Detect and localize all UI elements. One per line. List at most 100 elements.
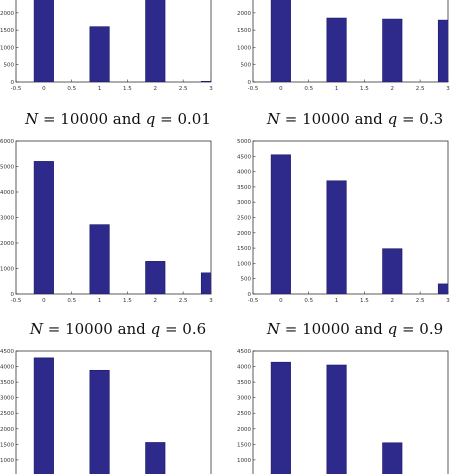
- y-tick-label: 1500: [0, 28, 14, 34]
- chart-panel-5: 1000 1500 2000 2500 3000 3500 4000 4500: [0, 349, 212, 474]
- x-tick-label: 0.5: [304, 86, 313, 92]
- y-tick-label: 4500: [237, 349, 251, 355]
- y-tick-label: 4000: [237, 170, 251, 176]
- chart-panels: 05001000150020002500-0.500.511.522.53050…: [0, 0, 450, 474]
- y-tick-label: 0: [248, 80, 252, 86]
- chart-panel-4: 0 500 1000 1500 2000 2500 3000 3500 4000 4500 5000…: [237, 139, 450, 304]
- bar-group: [33, 161, 211, 294]
- x-tick-label: 2.5: [179, 86, 188, 92]
- x-tick-label: 2: [391, 86, 395, 92]
- y-tick-label: 2000: [237, 231, 251, 237]
- y-tick-label: 3500: [237, 185, 251, 191]
- bar-group: [33, 0, 211, 82]
- x-tick-label: 0: [42, 86, 46, 92]
- y-tick-label: 1000: [0, 267, 14, 273]
- bar-2: [145, 261, 166, 294]
- bar-0: [270, 0, 291, 82]
- bar-3: [200, 81, 211, 82]
- bar-0: [270, 361, 291, 474]
- caption-q-0.01: N = 10000 and q = 0.01: [24, 110, 211, 128]
- x-tick-label: 3: [209, 298, 213, 304]
- x-tick-label: 2.5: [416, 298, 425, 304]
- bar-group: [270, 361, 403, 474]
- bar-group: [270, 0, 448, 82]
- x-tick-label: 1: [335, 86, 339, 92]
- x-tick-label: 0.5: [304, 298, 313, 304]
- x-tick-label: -0.5: [11, 86, 22, 92]
- x-tick-label: -0.5: [248, 86, 259, 92]
- y-tick-label: 4500: [0, 349, 14, 355]
- x-tick-label: 1.5: [123, 86, 132, 92]
- y-tick-label: 2500: [0, 411, 14, 417]
- y-tick-label: 4000: [237, 365, 251, 371]
- y-tick-label: 1000: [237, 261, 251, 267]
- x-tick-label: 1: [98, 298, 102, 304]
- y-tick-label: 2000: [0, 427, 14, 433]
- caption-q-0.9: N = 10000 and q = 0.9: [266, 320, 443, 338]
- y-tick-label: 1000: [0, 458, 14, 464]
- bar-2: [382, 18, 403, 82]
- bar-2: [382, 248, 403, 294]
- y-tick-label: 3500: [0, 380, 14, 386]
- bar-0: [270, 154, 291, 294]
- y-tick-label: 1000: [0, 45, 14, 51]
- caption-q-0.6: N = 10000 and q = 0.6: [29, 320, 206, 338]
- bar-1: [326, 180, 347, 294]
- caption-q-0.3: N = 10000 and q = 0.3: [266, 110, 443, 128]
- bar-0: [33, 161, 54, 294]
- y-tick-label: 1500: [0, 442, 14, 448]
- bar-3: [437, 283, 448, 294]
- x-tick-label: 1: [98, 86, 102, 92]
- x-tick-label: 2: [391, 298, 395, 304]
- bar-0: [33, 0, 54, 82]
- y-tick-label: 4000: [0, 190, 14, 196]
- x-tick-label: 3: [209, 86, 213, 92]
- y-tick-label: 2000: [237, 427, 251, 433]
- bar-2: [145, 442, 166, 474]
- bar-group: [33, 357, 166, 474]
- bar-1: [89, 369, 110, 474]
- y-tick-label: 2000: [0, 241, 14, 247]
- x-tick-label: 3: [446, 86, 450, 92]
- y-tick-label: 4500: [237, 154, 251, 160]
- x-tick-label: 1: [335, 298, 339, 304]
- y-tick-label: 1500: [237, 28, 251, 34]
- bar-2: [382, 442, 403, 474]
- x-tick-label: -0.5: [248, 298, 259, 304]
- y-tick-label: 500: [241, 63, 252, 69]
- x-tick-label: 2: [154, 86, 158, 92]
- bar-1: [89, 224, 110, 294]
- y-tick-label: 5000: [237, 139, 251, 145]
- x-tick-label: 0.5: [67, 86, 76, 92]
- x-tick-label: 0: [42, 298, 46, 304]
- y-tick-label: 500: [241, 277, 252, 283]
- bar-group: [270, 154, 448, 294]
- x-tick-label: 0: [279, 298, 283, 304]
- y-tick-label: 500: [4, 63, 15, 69]
- x-tick-label: 1.5: [123, 298, 132, 304]
- x-tick-label: 1.5: [360, 86, 369, 92]
- y-tick-label: 4000: [0, 365, 14, 371]
- y-tick-label: 3000: [237, 396, 251, 402]
- y-tick-label: 1000: [237, 458, 251, 464]
- chart-panel-6: 1000 1500 2000 2500 3000 3500 4000 4500: [237, 349, 449, 474]
- bar-1: [326, 364, 347, 474]
- y-tick-label: 6000: [0, 139, 14, 145]
- bar-3: [437, 19, 448, 82]
- x-tick-label: 0.5: [67, 298, 76, 304]
- y-tick-label: 2000: [0, 11, 14, 17]
- bar-1: [89, 26, 110, 82]
- bar-3: [200, 272, 211, 294]
- y-tick-label: 2000: [237, 11, 251, 17]
- y-tick-label: 1500: [237, 246, 251, 252]
- bar-1: [326, 17, 347, 82]
- y-tick-label: 3000: [237, 200, 251, 206]
- x-tick-label: 1.5: [360, 298, 369, 304]
- x-tick-label: -0.5: [11, 298, 22, 304]
- y-tick-label: 3500: [237, 380, 251, 386]
- x-tick-label: 0: [279, 86, 283, 92]
